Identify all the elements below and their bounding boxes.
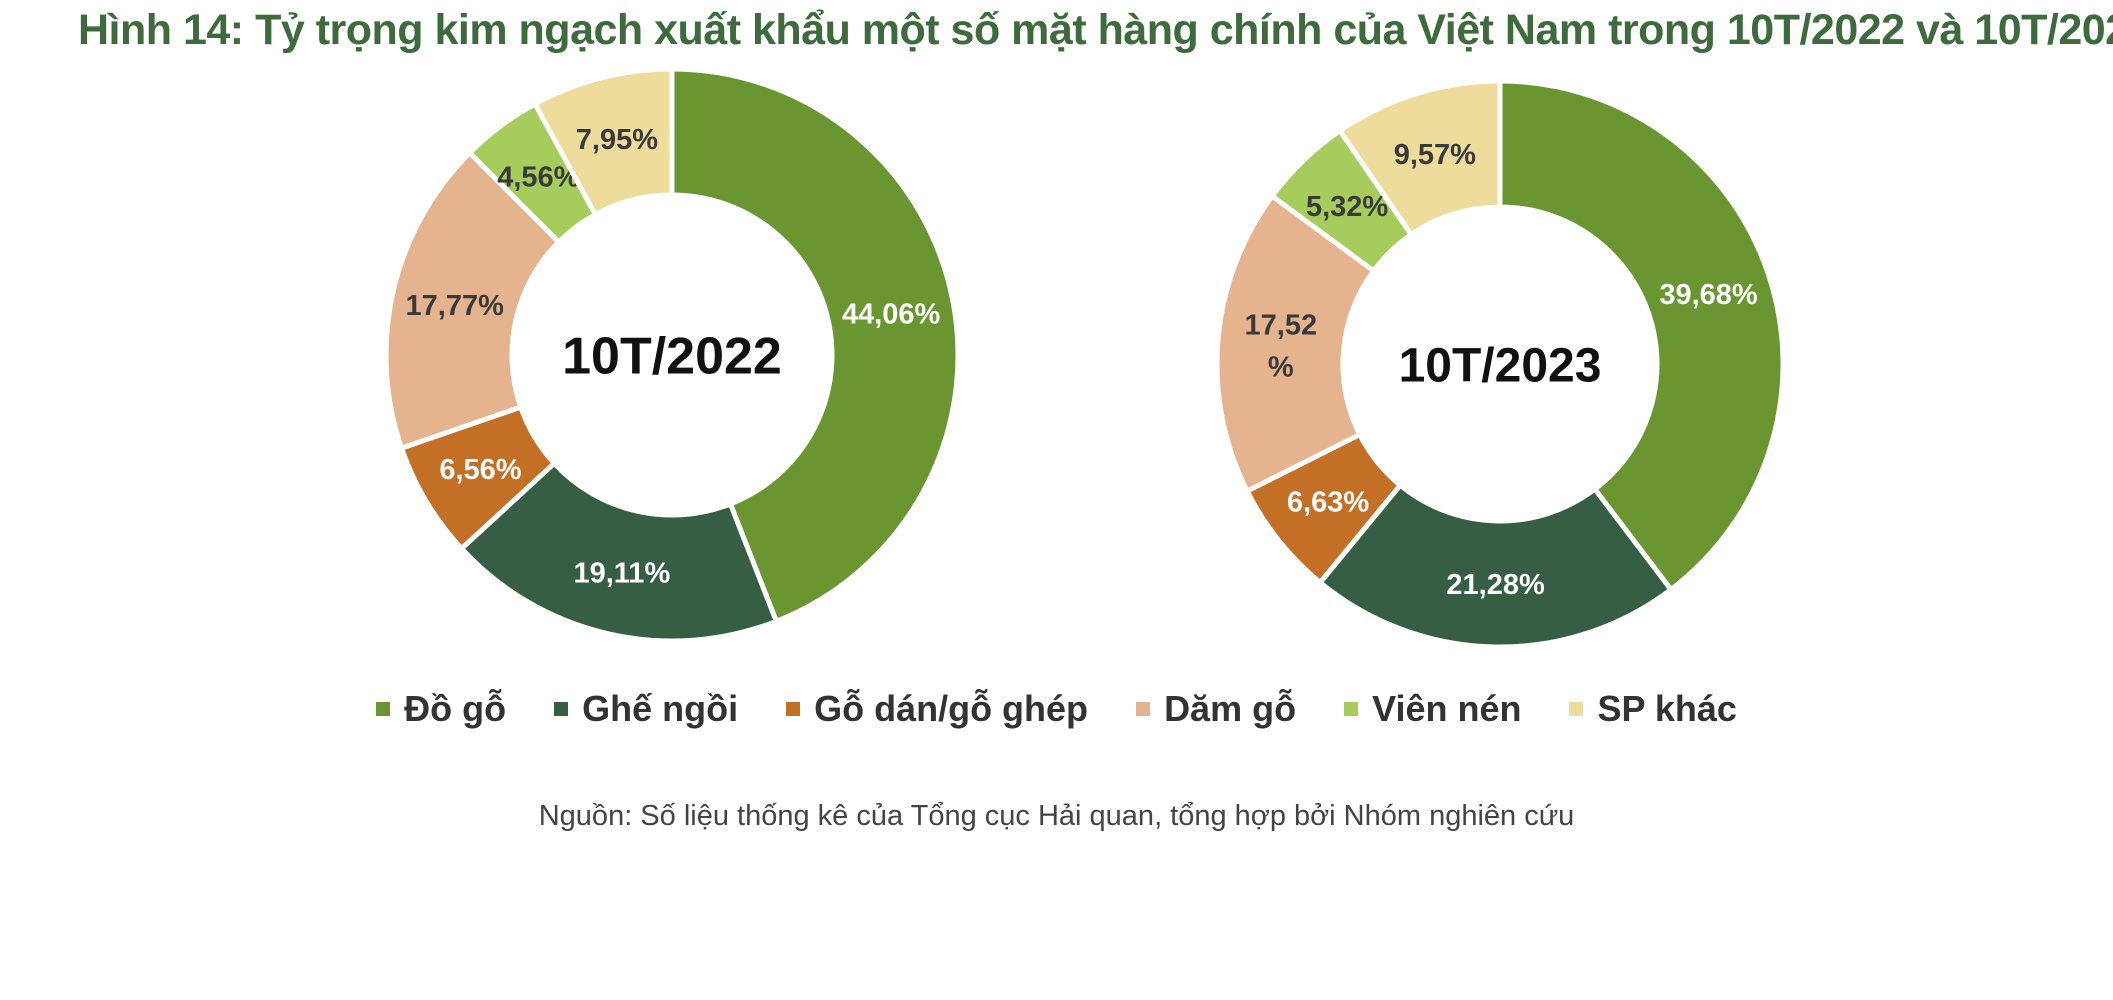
- slice-label: 6,63%: [1287, 486, 1369, 518]
- legend-item-do-go: Đồ gỗ: [376, 688, 506, 730]
- donut-chart-10T-2022: 44,06% 19,11% 6,56% 17,77% 4,56% 7,95% 10T/202…: [383, 66, 961, 644]
- legend-label: Ghế ngồi: [582, 688, 739, 729]
- donut-slice: [1316, 481, 1675, 650]
- slice-label: 19,11%: [573, 557, 670, 589]
- legend-swatch: [1569, 702, 1584, 716]
- source-note: Nguồn: Số liệu thống kê của Tổng cục Hải…: [538, 800, 1575, 832]
- legend-item-vien-nen: Viên nén: [1344, 688, 1521, 730]
- donut-slice: [669, 66, 961, 625]
- chart-title: Hình 14: Tỷ trọng kim ngạch xuất khẩu mộ…: [78, 6, 2113, 54]
- slice-label: 7,95%: [576, 124, 658, 156]
- slice-label: 44,06%: [842, 299, 941, 331]
- donut-chart-10T-2023: 39,68% 21,28% 6,63% 17,52 % 5,32%9,57% 10T/202…: [1214, 78, 1786, 650]
- slice-label: 5,32%: [1306, 191, 1388, 223]
- legend-label: Gỗ dán/gỗ ghép: [814, 688, 1089, 729]
- donut-slice: [531, 66, 675, 218]
- slice-label: 17,77%: [406, 290, 505, 322]
- legend-label: Đồ gỗ: [404, 688, 507, 729]
- legend-label: Dăm gỗ: [1164, 688, 1297, 729]
- legend-item-ghe-ngoi: Ghế ngồi: [554, 688, 738, 730]
- legend-swatch: [376, 702, 391, 716]
- slice-label: 39,68%: [1659, 279, 1758, 311]
- legend-label: Viên nén: [1372, 688, 1522, 729]
- slice-label: 4,56%: [497, 161, 579, 193]
- donut-slice: [457, 459, 780, 644]
- donut-slice: [1336, 78, 1503, 239]
- legend-swatch: [554, 702, 569, 716]
- slice-label: 9,57%: [1394, 139, 1476, 171]
- donut-slice: [1214, 192, 1378, 495]
- slice-label: 6,56%: [439, 454, 521, 486]
- legend-swatch: [786, 702, 801, 716]
- donut-slice: [1497, 78, 1786, 594]
- legend-swatch: [1136, 702, 1151, 716]
- slice-label: 17,52%: [1245, 309, 1318, 383]
- donut-slice: [383, 149, 563, 452]
- legend-item-dam-go: Dăm gỗ: [1136, 688, 1296, 730]
- donut-center-label: 10T/2022: [562, 328, 782, 386]
- legend-swatch: [1344, 702, 1359, 716]
- slice-label: 21,28%: [1446, 569, 1545, 601]
- legend-label: SP khác: [1597, 688, 1737, 729]
- donut-center-label: 10T/2023: [1399, 339, 1602, 392]
- legend-item-sp-khac: SP khác: [1569, 688, 1737, 730]
- legend: Đồ gỗ Ghế ngồi Gỗ dán/gỗ ghép Dăm gỗ Viê…: [0, 688, 2113, 730]
- legend-item-go-dan: Gỗ dán/gỗ ghép: [786, 688, 1088, 730]
